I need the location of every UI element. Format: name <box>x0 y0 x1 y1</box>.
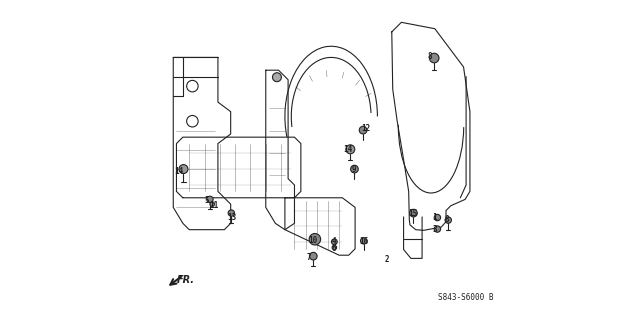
Text: 10: 10 <box>308 236 318 245</box>
Text: 3: 3 <box>432 225 437 234</box>
Circle shape <box>351 165 358 173</box>
Text: 4: 4 <box>332 237 337 246</box>
Circle shape <box>346 145 355 154</box>
Circle shape <box>210 202 214 206</box>
Circle shape <box>273 73 282 82</box>
Circle shape <box>429 53 439 63</box>
Text: 14: 14 <box>343 145 352 154</box>
Circle shape <box>309 234 321 245</box>
Circle shape <box>207 196 213 203</box>
Text: 7: 7 <box>307 253 311 262</box>
Text: 8: 8 <box>428 52 433 61</box>
Circle shape <box>434 226 440 232</box>
Text: FR.: FR. <box>177 275 195 285</box>
Text: 8: 8 <box>444 215 449 224</box>
Text: 5: 5 <box>205 197 209 205</box>
Text: S843-S6000 B: S843-S6000 B <box>438 293 493 302</box>
Text: 15: 15 <box>409 209 418 218</box>
Circle shape <box>187 115 198 127</box>
Text: 16: 16 <box>359 237 368 246</box>
Text: 9: 9 <box>352 165 356 174</box>
Circle shape <box>332 245 337 250</box>
Text: 2: 2 <box>385 255 389 264</box>
Text: 6: 6 <box>332 244 337 253</box>
Text: 11: 11 <box>209 201 218 210</box>
Text: 1: 1 <box>432 213 437 222</box>
Circle shape <box>332 239 337 245</box>
Text: 12: 12 <box>361 124 370 133</box>
Text: 13: 13 <box>227 213 236 222</box>
Circle shape <box>359 126 367 134</box>
Circle shape <box>360 238 367 244</box>
Text: 14: 14 <box>174 167 183 176</box>
Circle shape <box>310 252 317 260</box>
Circle shape <box>410 209 417 217</box>
Circle shape <box>445 217 451 223</box>
Circle shape <box>187 80 198 92</box>
Circle shape <box>179 165 188 174</box>
Circle shape <box>228 210 234 216</box>
Circle shape <box>434 214 440 221</box>
